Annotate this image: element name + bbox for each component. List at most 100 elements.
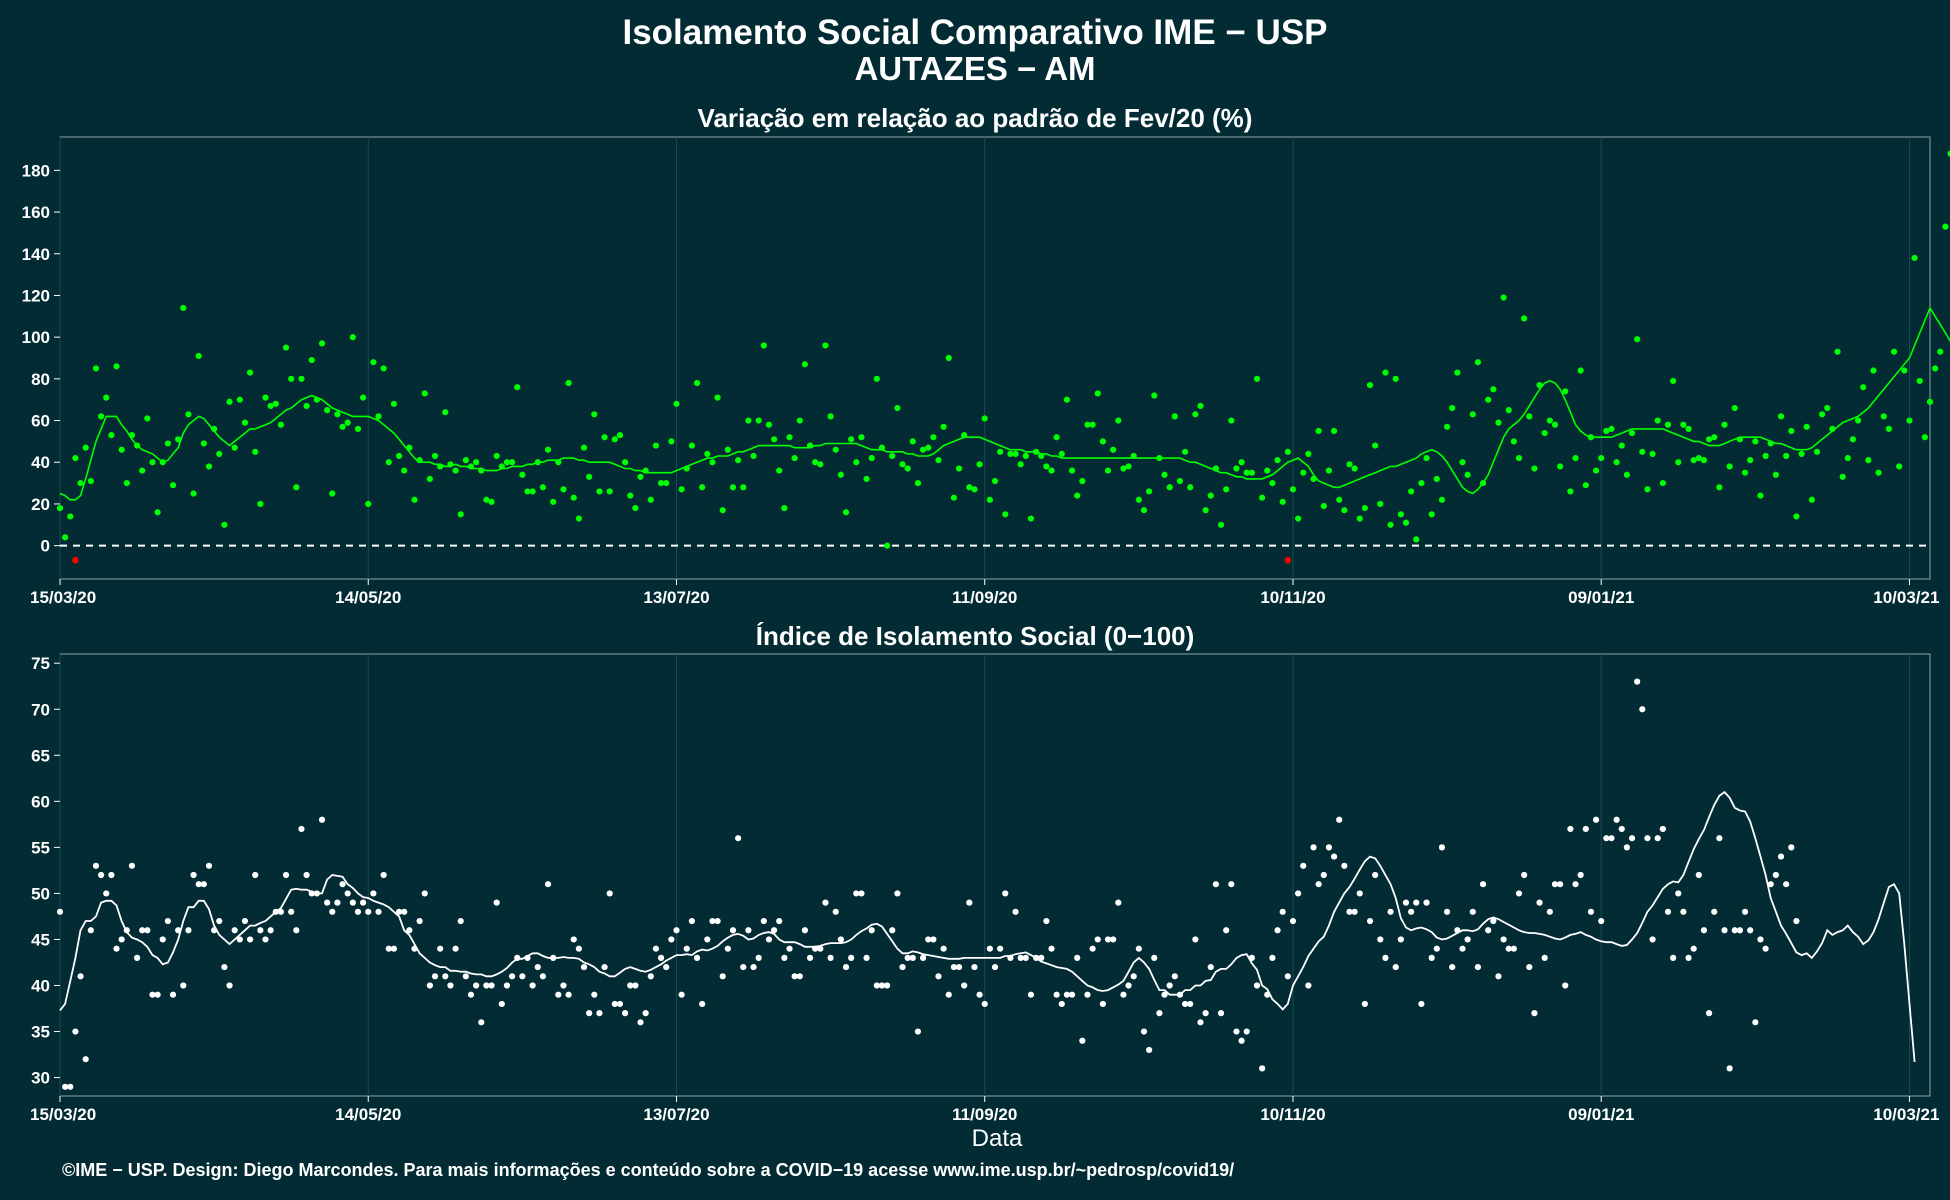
- data-point: [1264, 467, 1271, 474]
- data-point: [1428, 511, 1435, 518]
- data-point: [724, 446, 731, 453]
- data-point: [1536, 899, 1543, 906]
- data-point: [1870, 367, 1877, 374]
- y-tick-label: 35: [31, 1023, 50, 1042]
- data-point: [457, 917, 464, 925]
- data-point: [195, 352, 202, 360]
- data-point: [298, 375, 305, 382]
- data-point: [1515, 890, 1523, 897]
- x-tick-label: 13/07/20: [643, 588, 709, 607]
- x-tick-label: 13/07/20: [643, 1105, 709, 1124]
- data-point: [406, 927, 413, 934]
- data-point: [370, 890, 377, 897]
- data-point: [575, 515, 582, 522]
- data-point: [1253, 982, 1261, 989]
- data-point: [457, 511, 464, 518]
- data-point: [1007, 450, 1014, 458]
- data-point: [1372, 871, 1379, 879]
- data-point: [329, 490, 336, 497]
- data-point: [1238, 459, 1245, 466]
- data-point: [971, 963, 978, 971]
- data-point: [1716, 484, 1723, 491]
- data-point: [668, 438, 675, 445]
- data-point: [1443, 908, 1451, 915]
- data-point: [925, 936, 932, 943]
- data-point: [123, 479, 130, 487]
- data-point: [1921, 434, 1928, 441]
- data-point: [1505, 945, 1512, 952]
- x-tick-label: 10/03/21: [1873, 588, 1939, 607]
- data-point: [1793, 513, 1800, 520]
- data-point: [750, 963, 757, 971]
- data-point: [1356, 890, 1363, 897]
- data-point: [714, 394, 721, 401]
- data-point: [473, 459, 480, 466]
- data-point: [770, 927, 778, 934]
- data-point: [87, 927, 94, 934]
- data-point: [1711, 908, 1718, 915]
- data-point: [1834, 348, 1841, 355]
- data-point: [241, 917, 249, 925]
- data-point: [1603, 427, 1610, 435]
- data-point: [1623, 844, 1630, 851]
- data-point: [1916, 377, 1923, 385]
- data-point: [431, 973, 439, 980]
- data-point: [97, 413, 105, 420]
- data-point: [503, 459, 511, 466]
- data-point: [1464, 936, 1471, 943]
- data-point: [97, 871, 105, 879]
- data-point: [868, 454, 875, 462]
- data-point: [1146, 488, 1153, 495]
- data-point: [699, 1000, 706, 1008]
- data-point: [770, 436, 778, 443]
- data-point: [1279, 908, 1286, 915]
- data-point: [1325, 844, 1333, 851]
- data-point: [904, 954, 911, 961]
- data-point: [1074, 492, 1081, 499]
- data-point: [118, 936, 125, 943]
- data-point: [77, 479, 84, 487]
- data-point: [627, 982, 634, 989]
- data-point: [632, 505, 639, 512]
- data-point: [606, 890, 613, 897]
- data-point: [1269, 479, 1276, 487]
- data-point: [1474, 963, 1482, 971]
- data-point: [1608, 425, 1615, 432]
- data-point: [1161, 991, 1168, 998]
- data-point: [601, 963, 608, 971]
- data-point: [334, 899, 341, 906]
- data-point: [1598, 454, 1605, 462]
- data-point: [786, 945, 793, 952]
- data-point: [293, 927, 300, 934]
- data-point: [1572, 881, 1579, 888]
- data-point: [1058, 1000, 1065, 1008]
- data-point: [231, 927, 238, 934]
- data-point: [226, 982, 233, 989]
- data-point: [1541, 429, 1548, 437]
- data-point: [1336, 816, 1343, 823]
- y-tick-label: 100: [22, 328, 50, 347]
- data-point: [529, 982, 536, 989]
- data-point: [1932, 365, 1939, 372]
- data-point: [1664, 421, 1672, 428]
- data-point: [1896, 463, 1903, 470]
- bottom-y-axis: 30 35 40 45 50 55 60 65 70 75: [31, 654, 60, 1088]
- data-point: [370, 359, 377, 366]
- data-point: [899, 461, 906, 468]
- data-point: [426, 982, 433, 989]
- data-point: [246, 936, 254, 943]
- data-point: [1115, 899, 1122, 906]
- data-point: [1705, 1010, 1713, 1017]
- data-point: [1295, 890, 1302, 897]
- data-point: [144, 415, 151, 422]
- top-daily-points: [56, 150, 1950, 549]
- data-point: [401, 908, 408, 915]
- data-point: [1747, 927, 1754, 934]
- data-point: [1865, 457, 1872, 464]
- data-point: [1711, 434, 1718, 441]
- data-point: [848, 436, 855, 443]
- data-point: [1418, 1000, 1425, 1008]
- data-point: [1546, 417, 1553, 424]
- data-point: [467, 991, 475, 998]
- data-point: [1664, 908, 1672, 915]
